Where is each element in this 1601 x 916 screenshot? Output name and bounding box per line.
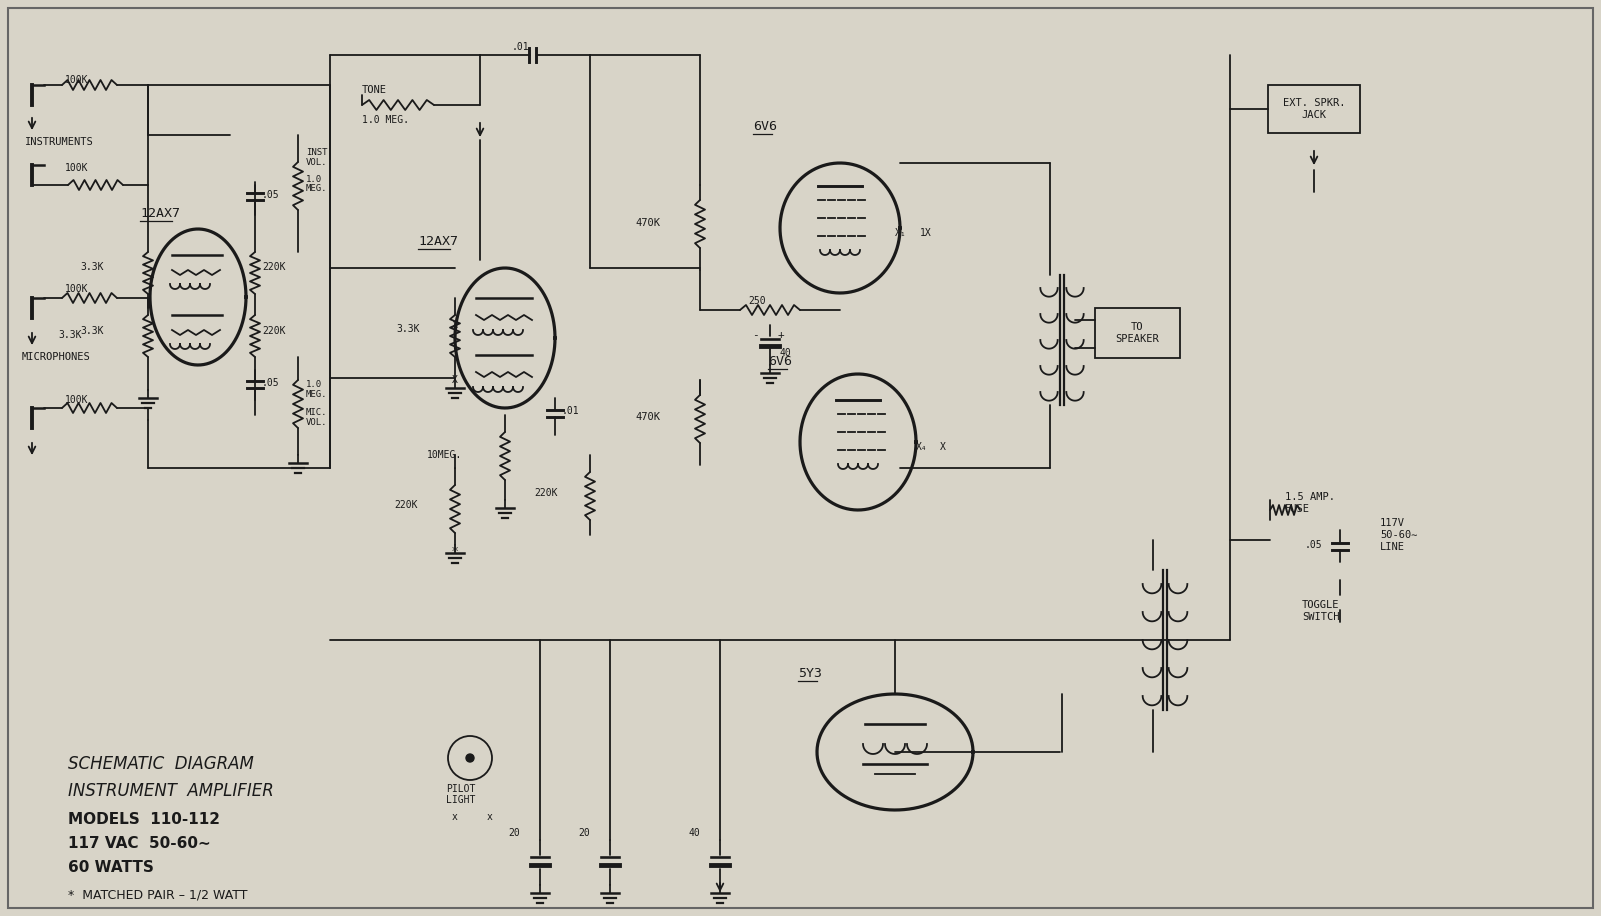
Text: X: X (940, 442, 946, 452)
Text: 470K: 470K (636, 412, 660, 422)
Text: LINE: LINE (1380, 542, 1406, 552)
Text: TOGGLE: TOGGLE (1302, 600, 1340, 610)
Text: 220K: 220K (394, 500, 418, 510)
Text: MEG.: MEG. (306, 184, 328, 193)
Text: 10MEG.: 10MEG. (427, 450, 463, 460)
Text: 40: 40 (780, 348, 792, 358)
Text: 1.5 AMP.: 1.5 AMP. (1286, 492, 1335, 502)
Text: EXT. SPKR.
JACK: EXT. SPKR. JACK (1282, 98, 1345, 120)
Text: 20: 20 (578, 828, 591, 838)
Text: INST.: INST. (306, 148, 333, 157)
Text: MICROPHONES: MICROPHONES (22, 352, 91, 362)
Text: x: x (451, 812, 458, 822)
Text: 6V6: 6V6 (752, 120, 776, 133)
Circle shape (466, 754, 474, 762)
Text: 20: 20 (508, 828, 520, 838)
Text: 40: 40 (688, 828, 700, 838)
Text: VOL.: VOL. (306, 418, 328, 427)
Text: SCHEMATIC  DIAGRAM: SCHEMATIC DIAGRAM (67, 755, 255, 773)
Text: .01: .01 (562, 406, 580, 416)
Text: FUSE: FUSE (1286, 504, 1310, 514)
Text: 220K: 220K (263, 262, 285, 272)
Text: 470K: 470K (636, 218, 660, 228)
Text: LIGHT: LIGHT (447, 795, 475, 805)
Bar (1095, 308, 1180, 358)
Text: X: X (451, 320, 458, 330)
Text: 1.0 MEG.: 1.0 MEG. (362, 115, 408, 125)
Text: 12AX7: 12AX7 (418, 235, 458, 248)
Text: 1X: 1X (921, 228, 932, 238)
Text: MODELS  110-112: MODELS 110-112 (67, 812, 219, 827)
Text: x: x (487, 812, 493, 822)
Text: 5Y3: 5Y3 (797, 667, 821, 680)
Text: .05: .05 (263, 378, 280, 388)
Text: +: + (778, 330, 784, 340)
Text: 117 VAC  50-60∼: 117 VAC 50-60∼ (67, 836, 211, 851)
Text: X₁: X₁ (895, 228, 906, 238)
Text: 100K: 100K (66, 75, 88, 85)
Text: PILOT: PILOT (447, 784, 475, 794)
Text: 3.3K: 3.3K (58, 330, 82, 340)
Text: INSTRUMENTS: INSTRUMENTS (26, 137, 94, 147)
Text: 12AX7: 12AX7 (139, 207, 179, 220)
Text: *: * (451, 545, 458, 558)
Text: .01: .01 (511, 42, 528, 52)
Text: 117V: 117V (1380, 518, 1406, 528)
Text: 1.0: 1.0 (306, 380, 322, 389)
Text: X₄: X₄ (916, 442, 927, 452)
Text: 50-60∼: 50-60∼ (1380, 530, 1417, 540)
Text: X: X (451, 375, 458, 385)
Text: 3.3K: 3.3K (397, 324, 419, 334)
Text: -: - (752, 330, 759, 340)
Text: 60 WATTS: 60 WATTS (67, 860, 154, 875)
Bar (1268, 85, 1359, 133)
Text: 6V6: 6V6 (768, 355, 792, 368)
Text: SWITCH: SWITCH (1302, 612, 1340, 622)
Text: 1.0: 1.0 (306, 175, 322, 184)
Text: *  MATCHED PAIR – 1/2 WATT: * MATCHED PAIR – 1/2 WATT (67, 888, 248, 901)
Text: 100K: 100K (66, 395, 88, 405)
Text: .05: .05 (263, 190, 280, 200)
Text: 3.3K: 3.3K (80, 262, 104, 272)
Text: VOL.: VOL. (306, 158, 328, 167)
Text: INSTRUMENT  AMPLIFIER: INSTRUMENT AMPLIFIER (67, 782, 274, 800)
Text: 100K: 100K (66, 284, 88, 294)
Text: 100K: 100K (66, 163, 88, 173)
Text: MEG.: MEG. (306, 390, 328, 399)
Text: .05: .05 (1305, 540, 1322, 550)
Text: TO
SPEAKER: TO SPEAKER (1116, 322, 1159, 344)
Text: 3.3K: 3.3K (80, 326, 104, 336)
Text: TONE: TONE (362, 85, 387, 95)
Text: 220K: 220K (263, 326, 285, 336)
Text: 250: 250 (748, 296, 765, 306)
Text: 220K: 220K (535, 488, 559, 498)
Text: MIC.: MIC. (306, 408, 328, 417)
